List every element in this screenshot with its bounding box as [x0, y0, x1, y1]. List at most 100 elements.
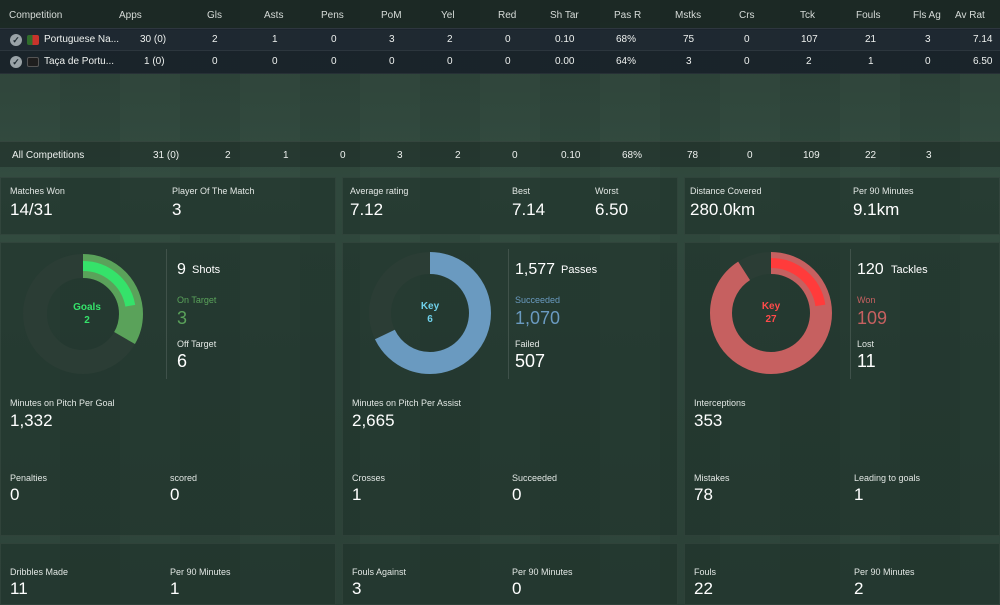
cell-pasr: 64% [616, 56, 637, 67]
totals-yel: 2 [455, 150, 461, 161]
table-row[interactable]: ✓ Taça de Portu... 1 (0) 0 0 0 0 0 0 0.0… [0, 51, 1000, 74]
dribbles-panel: Dribbles Made 11 Per 90 Minutes 1 [0, 543, 336, 605]
fouls-against-per90-value: 0 [512, 579, 522, 598]
totals-flsag: 3 [926, 150, 932, 161]
totals-gls: 2 [225, 150, 231, 161]
lost-value: 11 [857, 351, 876, 371]
col-competition[interactable]: Competition [9, 10, 63, 21]
distance-value: 280.0km [690, 200, 756, 219]
shots-label: Shots [192, 264, 221, 276]
distance-label: Distance Covered [690, 186, 762, 196]
tackling-panel: Key 27 120 Tackles Won 109 Lost 11 Inter… [684, 242, 1000, 536]
dribbles-per90-label: Per 90 Minutes [170, 567, 231, 577]
cell-apps: 1 (0) [144, 56, 165, 67]
shooting-panel: Goals 2 9 Shots On Target 3 Off Target 6… [0, 242, 336, 536]
matches-won-label: Matches Won [10, 186, 65, 196]
crosses-succeeded-value: 0 [512, 485, 522, 504]
stats-table-header: Competition Apps Gls Asts Pens PoM Yel R… [0, 0, 1000, 30]
per-goal-label: Minutes on Pitch Per Goal [10, 398, 115, 408]
potm-value: 3 [172, 200, 182, 219]
potm-label: Player Of The Match [172, 186, 255, 196]
cell-mstks: 75 [683, 34, 695, 45]
cell-fouls: 21 [865, 34, 877, 45]
cell-yel: 0 [447, 56, 453, 67]
col-mstks[interactable]: Mstks [675, 10, 702, 21]
scored-value: 0 [170, 485, 180, 504]
passes-label: Passes [561, 264, 598, 276]
off-target-label: Off Target [177, 339, 217, 349]
fouls-against-per90-label: Per 90 Minutes [512, 567, 573, 577]
key-passes-donut-label: Key [420, 301, 440, 312]
col-shtar[interactable]: Sh Tar [550, 10, 579, 21]
col-asts[interactable]: Asts [264, 10, 284, 21]
totals-pasr: 68% [622, 150, 643, 161]
succeeded-value: 1,070 [515, 308, 561, 328]
col-avrat[interactable]: Av Rat [955, 10, 985, 21]
avg-rating-value: 7.12 [350, 200, 384, 219]
cell-shtar: 0.00 [555, 56, 575, 67]
divider [508, 249, 509, 379]
cell-fouls: 1 [868, 56, 874, 67]
totals-pens: 0 [340, 150, 346, 161]
lost-label: Lost [857, 339, 875, 349]
col-gls[interactable]: Gls [207, 10, 222, 21]
cell-pens: 0 [331, 34, 337, 45]
off-target-value: 6 [177, 351, 188, 371]
distance-panel: Distance Covered 280.0km Per 90 Minutes … [684, 177, 1000, 235]
checkmark-icon: ✓ [10, 56, 22, 68]
crosses-label: Crosses [352, 473, 386, 483]
totals-pom: 3 [397, 150, 403, 161]
dribbles-value: 11 [10, 579, 28, 598]
col-pom[interactable]: PoM [381, 10, 402, 21]
totals-tck: 109 [803, 150, 820, 161]
col-tck[interactable]: Tck [800, 10, 815, 21]
cell-shtar: 0.10 [555, 34, 575, 45]
col-yel[interactable]: Yel [441, 10, 455, 21]
failed-label: Failed [515, 339, 540, 349]
cell-pom: 0 [389, 56, 395, 67]
crosses-value: 1 [352, 485, 362, 504]
totals-asts: 1 [283, 150, 289, 161]
on-target-value: 3 [177, 308, 188, 328]
divider [850, 249, 851, 379]
cell-apps: 30 (0) [140, 34, 167, 45]
col-crs[interactable]: Crs [739, 10, 755, 21]
totals-row: All Competitions 31 (0) 2 1 0 3 2 0 0.10… [0, 141, 1000, 167]
goals-donut-value: 2 [84, 315, 90, 326]
per90-value: 9.1km [853, 200, 900, 219]
col-red[interactable]: Red [498, 10, 517, 21]
cell-avrat: 6.50 [973, 56, 993, 67]
won-label: Won [857, 295, 876, 305]
cell-asts: 0 [272, 56, 278, 67]
col-pens[interactable]: Pens [321, 10, 344, 21]
cell-pasr: 68% [616, 34, 637, 45]
leading-to-goals-value: 1 [854, 485, 864, 504]
col-flsag[interactable]: Fls Ag [913, 10, 941, 21]
succeeded-arc [369, 252, 491, 374]
failed-value: 507 [515, 351, 546, 371]
fouls-against-label: Fouls Against [352, 567, 407, 577]
passing-panel: Key 6 1,577 Passes Succeeded 1,070 Faile… [342, 242, 678, 536]
worst-value: 6.50 [595, 200, 629, 219]
crosses-succeeded-label: Succeeded [512, 473, 558, 483]
leading-to-goals-label: Leading to goals [854, 473, 921, 483]
succeeded-label: Succeeded [515, 295, 561, 305]
cell-mstks: 3 [686, 56, 692, 67]
cell-crs: 0 [744, 56, 750, 67]
fouls-label: Fouls [694, 567, 717, 577]
cell-red: 0 [505, 56, 511, 67]
col-apps[interactable]: Apps [119, 10, 142, 21]
cell-tck: 107 [801, 34, 818, 45]
table-row[interactable]: ✓ Portuguese Na... 30 (0) 2 1 0 3 2 0 0.… [0, 28, 1000, 51]
won-value: 109 [857, 308, 888, 328]
per-goal-value: 1,332 [10, 411, 53, 430]
fouls-per90-value: 2 [854, 579, 864, 598]
col-fouls[interactable]: Fouls [856, 10, 881, 21]
fouls-panel: Fouls 22 Per 90 Minutes 2 [684, 543, 1000, 605]
key-tackles-donut-label: Key [761, 301, 781, 312]
cell-tck: 2 [806, 56, 812, 67]
col-pasr[interactable]: Pas R [614, 10, 642, 21]
divider [166, 249, 167, 379]
avg-rating-label: Average rating [350, 186, 409, 196]
goals-donut-label: Goals [73, 302, 101, 313]
